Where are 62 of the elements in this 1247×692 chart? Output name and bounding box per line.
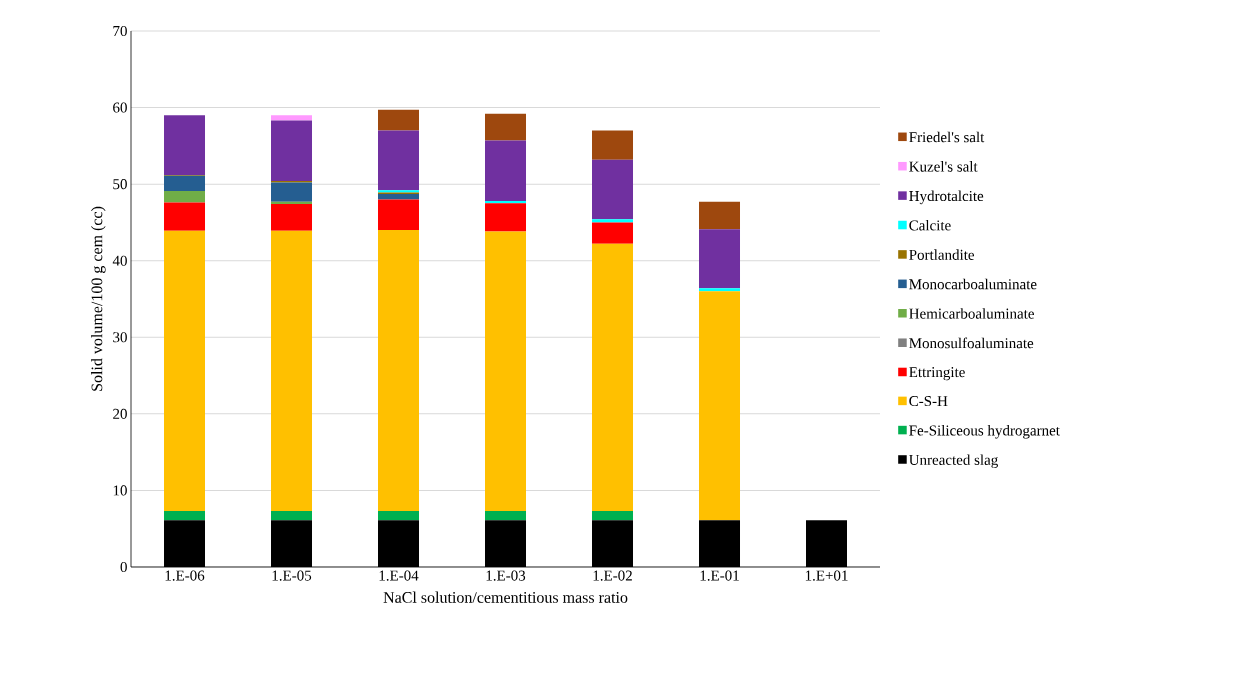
legend-label: Monosulfoaluminate [909,337,1034,349]
bar [592,159,634,220]
bar [164,511,206,521]
bar [271,182,313,202]
x-axis-title: NaCl solution/cementitious mass ratio [383,591,628,603]
legend-label: Hydrotalcite [909,190,984,205]
legend-label: Friedel's salt [909,131,985,143]
y-tick-label: 30 [113,332,127,343]
bar [271,115,313,121]
legend-label: Fe-Siliceous hydrogarnet [909,424,1060,439]
bar [378,199,420,231]
bar [164,230,206,512]
bar [378,230,420,512]
legend-label: Ettringite [909,367,965,381]
bar [271,204,313,231]
bar [485,203,527,232]
y-tick-label: 70 [113,25,127,37]
bar [271,230,313,512]
bar [699,288,741,292]
bar [164,202,206,231]
bar [378,109,420,131]
bar [592,219,634,223]
bar [699,291,741,521]
y-tick-label: 10 [113,485,127,496]
legend-label: Kuzel's salt [909,161,978,172]
x-tick-label: 1.E-03 [486,570,526,581]
bar [592,243,634,512]
bar [485,231,527,512]
y-tick-label: 40 [112,255,127,266]
bar [485,113,527,141]
bar [164,115,206,175]
y-axis-title: Solid volume/100 g cem (cc) [91,206,106,391]
legend-label: Unreacted slag [909,454,998,469]
x-tick-label: 1.E+01 [805,570,848,581]
x-tick-label: 1.E-05 [272,570,312,581]
bar [592,511,634,521]
legend-label: Portlandite [909,249,975,260]
bar [378,511,420,521]
bar [164,191,206,203]
bar [271,511,313,521]
bar [699,229,741,289]
x-tick-label: 1.E-06 [165,570,205,581]
legend-label: Monocarboaluminate [909,278,1037,290]
bar [378,130,420,191]
x-tick-label: 1.E-02 [593,570,632,581]
bar [699,201,741,230]
x-tick-label: 1.E-01 [700,570,739,581]
y-tick-label: 50 [113,179,127,190]
bar [271,120,313,182]
bar [485,140,527,201]
legend-label: Calcite [909,219,951,231]
y-tick-label: 60 [113,102,127,113]
y-tick-label: 0 [120,561,127,573]
bar [378,194,420,200]
legend-label: C-S-H [909,396,948,407]
x-tick-label: 1.E-04 [379,570,419,581]
bar [485,511,527,521]
bar [592,222,634,244]
legend-label: Hemicarboaluminate [909,308,1034,319]
y-tick-label: 20 [113,408,127,419]
bar [592,130,634,160]
bar [164,175,206,192]
